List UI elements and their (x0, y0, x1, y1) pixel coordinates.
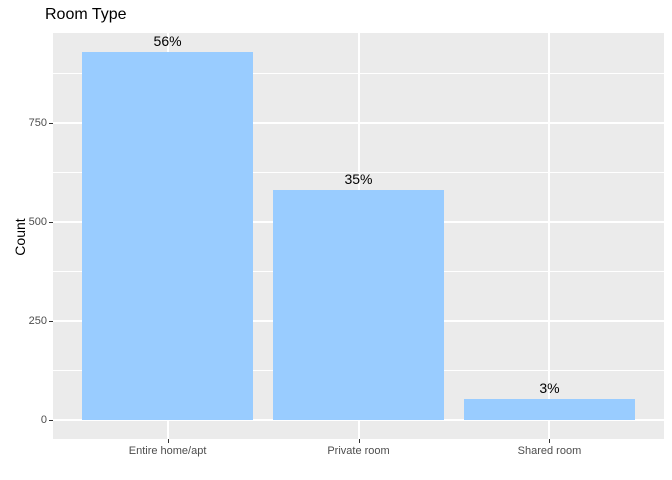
y-tick-label: 750 (28, 117, 47, 129)
y-tick-mark (49, 320, 53, 322)
chart-title: Room Type (45, 6, 127, 23)
bar (81, 52, 254, 421)
y-tick-label: 250 (28, 315, 47, 328)
bar (272, 190, 445, 421)
x-tick-mark (358, 439, 360, 443)
x-tick-label: Private room (327, 445, 390, 457)
y-tick-mark (49, 419, 53, 421)
y-axis-title: Count (12, 218, 28, 256)
x-tick-mark (167, 439, 169, 443)
bar-value-label: 35% (344, 171, 373, 187)
x-tick-label: Entire home/apt (128, 445, 207, 457)
y-tick-mark (49, 221, 53, 223)
y-tick-label: 500 (28, 216, 47, 229)
y-tick-label: 0 (40, 414, 47, 427)
bar-value-label: 3% (539, 379, 560, 396)
x-tick-label: Shared room (517, 445, 582, 457)
x-tick-mark (549, 439, 551, 443)
gridline-vertical (548, 33, 551, 439)
bar-value-label: 56% (153, 33, 182, 50)
bar (463, 398, 636, 421)
y-tick-mark (49, 122, 53, 124)
